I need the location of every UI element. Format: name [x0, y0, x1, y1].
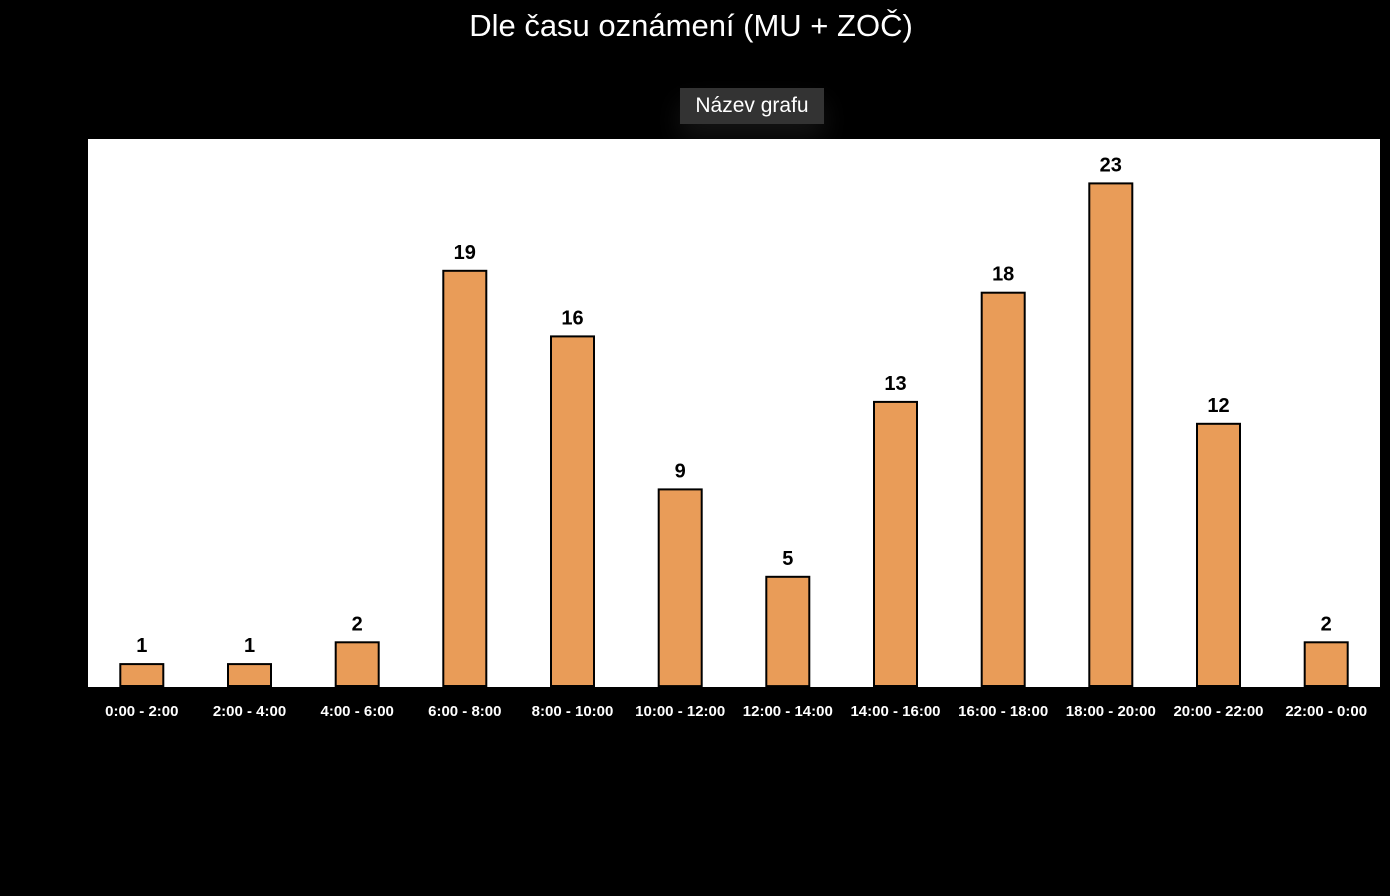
- x-tick-label: 0:00 - 2:00: [105, 703, 178, 720]
- bar: [1303, 641, 1349, 687]
- data-label: 5: [782, 548, 793, 570]
- bar: [657, 488, 703, 688]
- data-label: 12: [1207, 395, 1229, 417]
- x-tick-label: 10:00 - 12:00: [635, 703, 725, 720]
- bar: [227, 663, 272, 687]
- x-tick-label: 12:00 - 14:00: [743, 703, 833, 720]
- x-tick-label: 18:00 - 20:00: [1066, 703, 1156, 720]
- bar: [1196, 422, 1241, 687]
- data-label: 23: [1100, 154, 1122, 176]
- bar: [873, 400, 918, 687]
- chart-title: Dle času oznámení (MU + ZOČ): [469, 8, 913, 43]
- bar: [765, 575, 811, 688]
- bar: [1088, 182, 1134, 687]
- data-label: 16: [561, 307, 583, 329]
- x-tick-label: 20:00 - 22:00: [1173, 703, 1263, 720]
- data-label: 9: [675, 460, 686, 482]
- bar: [980, 291, 1026, 687]
- plot-area: [88, 139, 1380, 687]
- x-tick-label: 4:00 - 6:00: [321, 703, 394, 720]
- x-tick-label: 8:00 - 10:00: [532, 703, 614, 720]
- bar: [550, 335, 595, 687]
- x-tick-label: 14:00 - 16:00: [850, 703, 940, 720]
- x-tick-label: 16:00 - 18:00: [958, 703, 1048, 720]
- data-label: 1: [136, 635, 147, 657]
- data-label: 2: [352, 613, 363, 635]
- bar: [119, 663, 165, 687]
- data-label: 19: [454, 242, 476, 264]
- data-label: 13: [884, 373, 906, 395]
- x-axis-tick-labels: 0:00 - 2:00 2:00 - 4:00 4:00 - 6:00 6:00 - …: [105, 703, 1367, 720]
- x-tick-label: 22:00 - 0:00: [1285, 703, 1367, 720]
- bars-layer: [119, 182, 1349, 688]
- bar: [442, 269, 488, 687]
- data-label: 1: [244, 635, 255, 657]
- x-tick-label: 6:00 - 8:00: [428, 703, 501, 720]
- bar: [334, 641, 380, 687]
- data-label: 2: [1321, 613, 1332, 635]
- x-tick-label: 2:00 - 4:00: [213, 703, 286, 720]
- chart-name-tooltip: Název grafu: [680, 88, 824, 124]
- data-label: 18: [992, 264, 1014, 286]
